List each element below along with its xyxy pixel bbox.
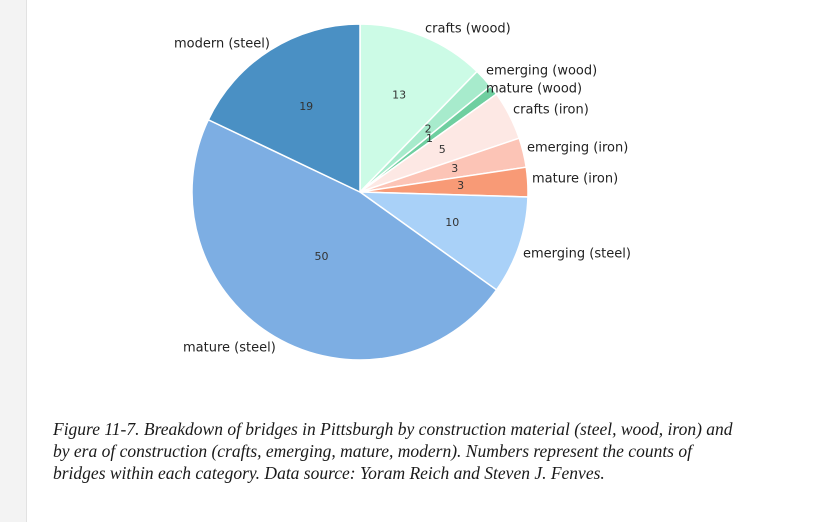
- slice-label-emerging-iron: emerging (iron): [527, 141, 628, 156]
- slice-label-mature-wood: mature (wood): [486, 82, 582, 97]
- slice-value-crafts-wood: 13: [392, 88, 406, 101]
- slice-value-emerging-wood: 2: [425, 123, 432, 136]
- slice-value-crafts-iron: 5: [439, 143, 446, 156]
- slice-label-crafts-wood: crafts (wood): [425, 22, 511, 37]
- slice-value-mature-wood: 1: [426, 132, 433, 145]
- figure-caption: Figure 11-7. Breakdown of bridges in Pit…: [53, 419, 733, 483]
- slice-label-emerging-steel: emerging (steel): [523, 247, 631, 262]
- slice-value-mature-steel: 50: [315, 250, 329, 263]
- slice-value-emerging-steel: 10: [445, 216, 459, 229]
- slice-value-emerging-iron: 3: [451, 162, 458, 175]
- slice-label-modern-steel: modern (steel): [174, 37, 270, 52]
- pie-slice-crafts-wood: [359, 23, 479, 194]
- pie-slice-emerging-steel: [357, 191, 529, 291]
- slice-value-mature-iron: 3: [457, 179, 464, 192]
- slice-value-modern-steel: 19: [299, 100, 313, 113]
- slice-label-mature-steel: mature (steel): [183, 341, 276, 356]
- pie-slice-modern-steel: [207, 23, 361, 194]
- slice-label-mature-iron: mature (iron): [532, 172, 618, 187]
- slice-label-crafts-iron: crafts (iron): [513, 103, 589, 118]
- slice-label-emerging-wood: emerging (wood): [486, 64, 597, 79]
- page-margin: [0, 0, 27, 522]
- pie-slice-mature-steel: [191, 118, 498, 361]
